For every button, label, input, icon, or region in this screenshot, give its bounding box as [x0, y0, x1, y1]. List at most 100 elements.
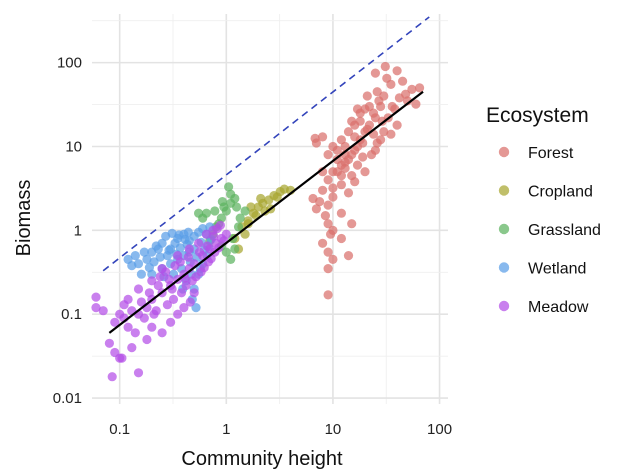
trend-line: [108, 90, 424, 334]
data-point-grassland: [226, 189, 236, 199]
data-point-meadow: [164, 274, 174, 284]
data-points: [91, 61, 425, 382]
data-point-forest: [380, 61, 390, 72]
data-point-meadow: [107, 372, 117, 382]
data-point-cropland: [272, 192, 282, 202]
data-point-wetland: [142, 254, 152, 264]
data-point-forest: [323, 219, 333, 229]
data-point-forest: [323, 264, 333, 274]
data-point-forest: [374, 96, 384, 106]
data-point-wetland: [136, 269, 146, 279]
data-point-grassland: [201, 208, 211, 218]
data-point-cropland: [243, 219, 253, 229]
data-point-forest: [336, 233, 346, 244]
data-point-forest: [358, 152, 368, 162]
data-point-grassland: [240, 206, 250, 216]
data-point-meadow: [161, 267, 171, 277]
data-point-meadow: [176, 288, 187, 298]
data-point-forest: [328, 192, 338, 202]
data-point-forest: [386, 129, 396, 139]
data-point-meadow: [104, 338, 114, 348]
y-tick-label: 0.01: [53, 390, 82, 407]
data-point-forest: [350, 177, 360, 187]
data-point-wetland: [139, 247, 149, 257]
x-tick-label: 0.1: [109, 421, 130, 438]
legend-label-forest: Forest: [528, 145, 574, 162]
data-point-meadow: [185, 297, 195, 307]
data-point-forest: [328, 141, 338, 152]
data-point-wetland: [130, 251, 140, 261]
data-point-meadow: [153, 280, 163, 291]
data-point-meadow: [147, 322, 157, 332]
data-point-forest: [336, 135, 346, 145]
data-point-grassland: [233, 222, 244, 232]
x-tick-label: 10: [325, 421, 342, 438]
data-point-wetland: [153, 244, 163, 254]
data-point-forest: [372, 138, 382, 148]
data-point-forest: [347, 150, 357, 160]
data-point-forest: [362, 91, 372, 101]
data-point-meadow: [127, 343, 137, 353]
data-point-grassland: [235, 213, 245, 223]
data-point-meadow: [133, 368, 144, 378]
y-tick-label: 100: [57, 55, 82, 72]
data-point-wetland: [127, 261, 137, 271]
data-point-grassland: [226, 254, 236, 264]
data-point-grassland: [230, 244, 240, 254]
data-point-meadow: [221, 229, 231, 239]
data-point-wetland: [144, 263, 154, 273]
data-point-forest: [398, 76, 408, 86]
data-point-grassland: [221, 247, 231, 257]
data-point-wetland: [191, 303, 201, 313]
y-axis-title: Biomass: [13, 180, 35, 257]
legend-label-wetland: Wetland: [528, 261, 586, 278]
data-point-forest: [328, 167, 338, 177]
legend-label-meadow: Meadow: [528, 299, 589, 316]
data-point-meadow: [179, 303, 189, 313]
data-point-forest: [318, 185, 328, 195]
data-point-forest: [323, 175, 333, 185]
data-point-forest: [347, 219, 357, 229]
data-point-forest: [368, 108, 379, 118]
data-point-forest: [387, 101, 397, 112]
data-point-forest: [366, 150, 377, 160]
data-point-meadow: [123, 322, 133, 332]
data-point-meadow: [173, 309, 183, 319]
legend-marker-grassland: [498, 223, 510, 235]
data-point-wetland: [155, 252, 165, 262]
data-point-forest: [308, 193, 318, 204]
data-point-forest: [370, 68, 380, 78]
data-point-forest: [343, 127, 354, 137]
data-point-forest: [392, 120, 402, 130]
data-point-meadow: [133, 284, 144, 294]
data-point-forest: [343, 251, 354, 261]
data-point-meadow: [175, 257, 185, 267]
data-point-forest: [336, 208, 346, 218]
data-point-wetland: [164, 245, 174, 255]
data-point-forest: [318, 238, 328, 248]
data-point-forest: [364, 101, 374, 112]
data-point-forest: [340, 163, 350, 173]
data-point-grassland: [224, 182, 234, 192]
legend: Ecosystem Forest Cropland Grassland Wetland…: [486, 104, 601, 316]
data-point-meadow: [215, 220, 225, 230]
legend-marker-forest: [498, 146, 510, 158]
data-point-meadow: [110, 317, 120, 327]
data-point-grassland: [194, 208, 204, 218]
data-point-wetland: [183, 227, 193, 237]
data-point-meadow: [149, 309, 159, 319]
data-point-meadow: [136, 297, 146, 307]
data-point-meadow: [168, 294, 179, 304]
data-point-forest: [323, 247, 333, 257]
data-point-forest: [320, 211, 330, 221]
data-point-forest: [347, 116, 357, 126]
data-point-forest: [343, 188, 354, 198]
legend-marker-cropland: [498, 185, 510, 196]
data-point-meadow: [194, 238, 204, 248]
y-axis-ticks: 0.01 0.1 1 10 100: [53, 55, 82, 407]
data-point-cropland: [256, 193, 266, 204]
data-point-forest: [407, 84, 417, 94]
data-point-forest: [382, 73, 392, 83]
data-point-meadow: [194, 247, 205, 257]
